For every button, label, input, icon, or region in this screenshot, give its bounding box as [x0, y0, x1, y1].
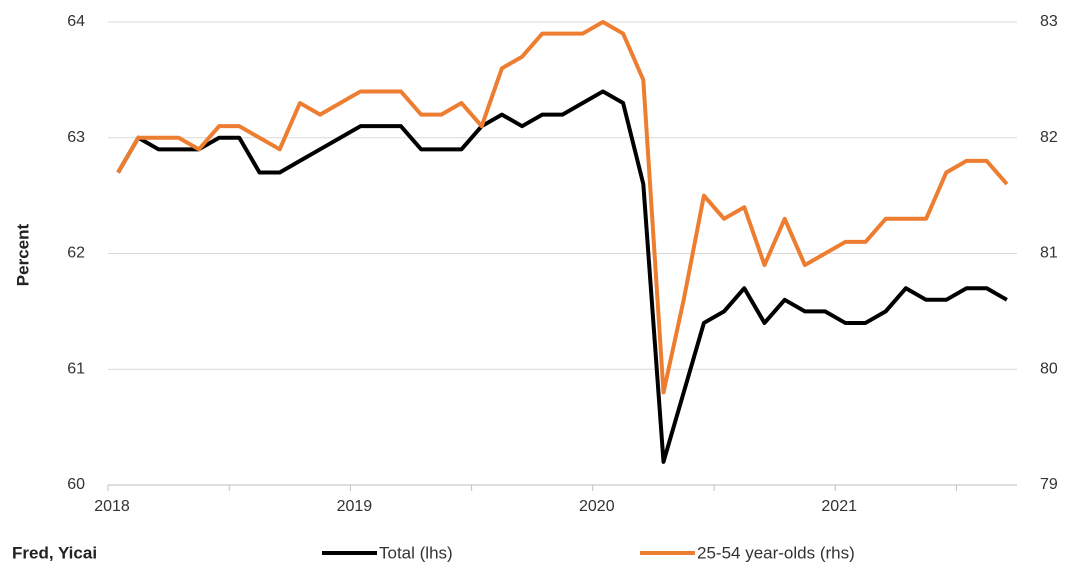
x-tick-label: 2018	[94, 498, 130, 515]
y-axis-label: Percent	[13, 223, 32, 286]
legend-label: 25-54 year-olds (rhs)	[697, 543, 855, 562]
source: Fred, Yicai	[12, 543, 97, 562]
x-tick-label: 2019	[337, 498, 373, 515]
y-tick-label: 63	[67, 129, 85, 146]
y-tick-label: 61	[67, 360, 85, 377]
y2-tick-label: 83	[1040, 13, 1058, 30]
y-tick-label: 60	[67, 476, 85, 493]
y2-tick-label: 82	[1040, 129, 1058, 146]
y2-tick-label: 79	[1040, 476, 1058, 493]
line-series	[116, 20, 1009, 395]
x-tick-label: 2021	[821, 498, 857, 515]
y2-tick-label: 81	[1040, 245, 1058, 262]
line-series	[116, 89, 1008, 464]
y2-tick-label: 80	[1040, 360, 1058, 377]
legend-label: Total (lhs)	[379, 543, 453, 562]
x-tick-label: 2020	[579, 498, 615, 515]
y-tick-label: 64	[67, 13, 85, 30]
y-tick-label: 62	[67, 245, 85, 262]
